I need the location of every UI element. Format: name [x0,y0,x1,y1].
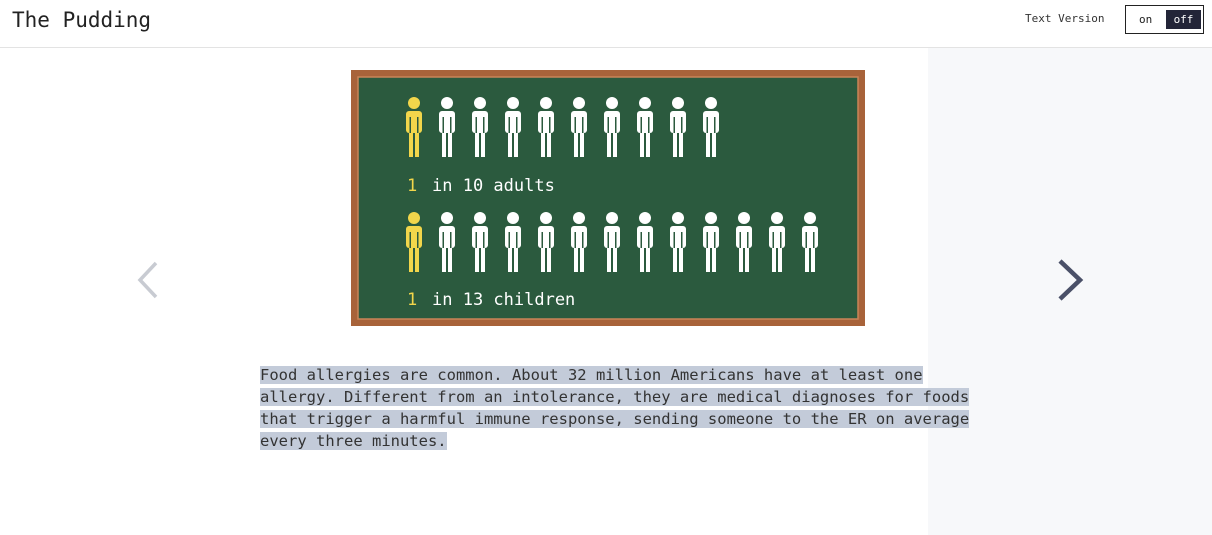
board-highlight: 1 [407,176,417,196]
prev-arrow[interactable] [140,263,156,297]
board-caption: in 10 adults [432,176,555,196]
next-arrow[interactable] [1060,261,1080,299]
page: The Pudding Text Version on off [0,0,1212,535]
slide-text: Food allergies are common. About 32 mill… [260,364,985,452]
board-highlight: 1 [407,290,417,310]
slide: 1 in 10 adults 1 in 13 children [0,0,1212,535]
board-caption: in 13 children [432,290,575,310]
selected-text: Food allergies are common. About 32 mill… [260,366,969,450]
